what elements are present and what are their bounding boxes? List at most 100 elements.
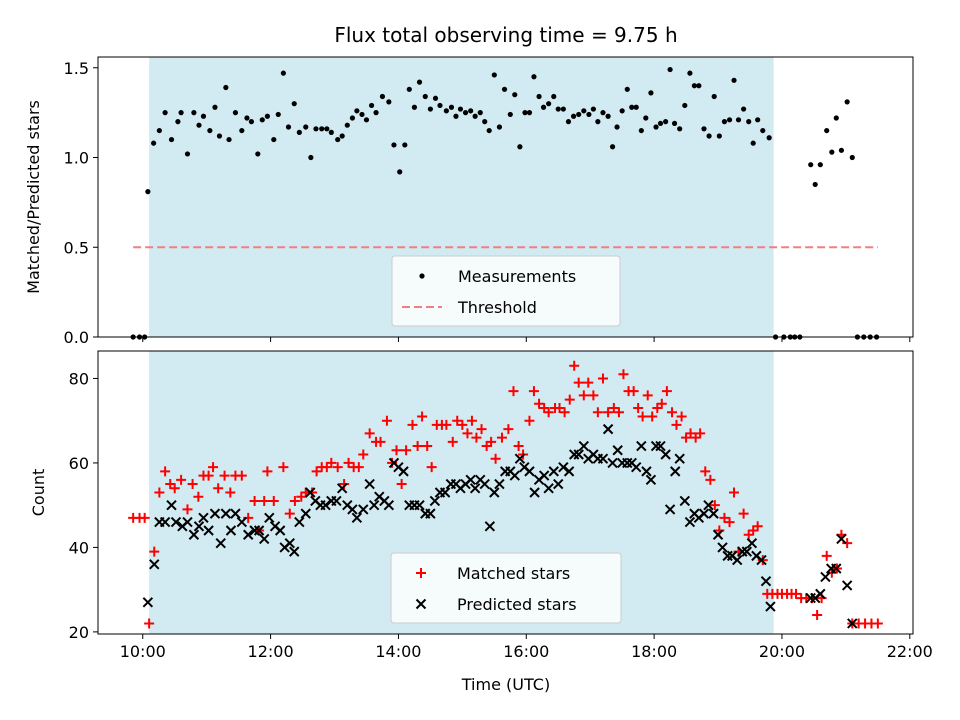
matched-star-point	[476, 424, 487, 435]
measurement-point	[462, 110, 469, 116]
predicted-star-point	[358, 504, 369, 515]
measurement-point	[255, 151, 261, 157]
measurement-point	[829, 149, 835, 155]
measurement-point	[824, 127, 830, 134]
measurement-point	[264, 113, 270, 119]
predicted-star-point	[815, 588, 826, 600]
predicted-star-point	[284, 537, 295, 549]
matched-star-point	[462, 428, 473, 439]
predicted-star-point	[166, 499, 177, 511]
predicted-star-point	[524, 466, 535, 477]
measurement-point	[657, 120, 664, 127]
measurement-point	[614, 124, 620, 130]
matched-star-point	[259, 495, 270, 506]
measurement-point	[482, 119, 488, 125]
measurement-point	[838, 147, 845, 153]
predicted-star-point	[225, 525, 237, 536]
matched-star-point	[719, 512, 730, 523]
predicted-star-point	[712, 529, 724, 540]
matched-star-point	[278, 462, 289, 473]
measurement-point	[696, 83, 702, 89]
matched-star-point	[578, 390, 589, 401]
matched-star-point	[213, 483, 224, 494]
measurement-point	[156, 127, 162, 134]
measurement-point	[285, 124, 292, 130]
predicted-star-point	[159, 516, 171, 528]
measurement-point	[741, 106, 747, 112]
measurement-point	[379, 93, 386, 100]
measurement-point	[817, 162, 823, 168]
matched-star-point	[307, 487, 318, 498]
predicted-star-point	[548, 466, 559, 477]
matched-star-point	[603, 407, 614, 418]
predicted-star-point	[258, 533, 270, 545]
matched-star-point	[326, 457, 337, 468]
measurement-point	[609, 144, 616, 150]
legend-x-marker	[415, 598, 427, 610]
predicted-star-point	[203, 525, 214, 536]
predicted-star-point	[320, 499, 331, 511]
predicted-star-point	[765, 601, 776, 612]
predicted-star-point	[529, 487, 540, 498]
matched-star-point	[569, 360, 580, 371]
predicted-star-point	[383, 499, 395, 511]
measurement-point	[746, 119, 752, 125]
measurement-point	[750, 140, 756, 146]
measurement-point	[271, 136, 277, 143]
matched-star-point	[592, 407, 603, 418]
measurement-point	[468, 108, 474, 114]
measurement-point	[200, 113, 207, 119]
measurement-point	[308, 154, 314, 161]
measurement-point	[663, 119, 669, 125]
measurement-point	[716, 133, 722, 139]
predicted-star-point	[655, 440, 666, 452]
matched-star-point	[471, 432, 482, 443]
measurement-point	[576, 111, 582, 118]
predicted-star-point	[741, 546, 753, 557]
measurement-point	[178, 110, 184, 116]
predicted-star-point	[300, 508, 311, 519]
matched-star-point	[262, 466, 273, 477]
measurement-point	[760, 127, 766, 134]
matched-star-point	[396, 479, 407, 490]
measurement-point	[507, 111, 513, 118]
matched-star-point	[661, 386, 672, 397]
measurement-point	[184, 151, 191, 157]
predicted-star-point	[674, 453, 685, 464]
measurement-point	[416, 79, 423, 85]
matched-star-point	[381, 415, 392, 426]
matched-star-point	[821, 550, 832, 561]
predicted-star-point	[641, 466, 652, 477]
matched-star-point	[457, 419, 468, 430]
predicted-star-point	[645, 474, 657, 486]
predicted-star-point	[650, 440, 662, 452]
predicted-star-point	[569, 449, 580, 460]
predicted-star-point	[489, 487, 500, 498]
matched-star-point	[176, 474, 187, 485]
predicted-star-point	[236, 516, 248, 528]
matched-star-point	[268, 495, 279, 506]
predicted-star-point	[670, 466, 681, 477]
measurement-point	[726, 117, 733, 123]
predicted-star-point	[708, 508, 719, 519]
matched-star-point	[534, 398, 545, 409]
predicted-star-point	[684, 516, 696, 528]
matched-star-point	[169, 483, 180, 494]
legend-label: Predicted stars	[457, 595, 577, 614]
matched-star-point	[752, 521, 763, 532]
matched-star-point	[364, 428, 375, 439]
predicted-star-point	[631, 461, 642, 473]
measurement-point	[391, 142, 397, 148]
predicted-star-point	[142, 597, 154, 608]
measurement-point	[453, 113, 459, 119]
matched-star-point	[695, 428, 706, 439]
matched-star-point	[375, 436, 386, 447]
y-tick-label: 1.5	[64, 59, 89, 78]
predicted-star-point	[660, 449, 671, 460]
matched-star-point	[496, 432, 507, 443]
matched-star-point	[343, 457, 354, 468]
matched-star-point	[554, 403, 565, 414]
measurement-point	[437, 102, 443, 109]
predicted-star-point	[558, 461, 569, 473]
predicted-star-point	[602, 423, 614, 435]
